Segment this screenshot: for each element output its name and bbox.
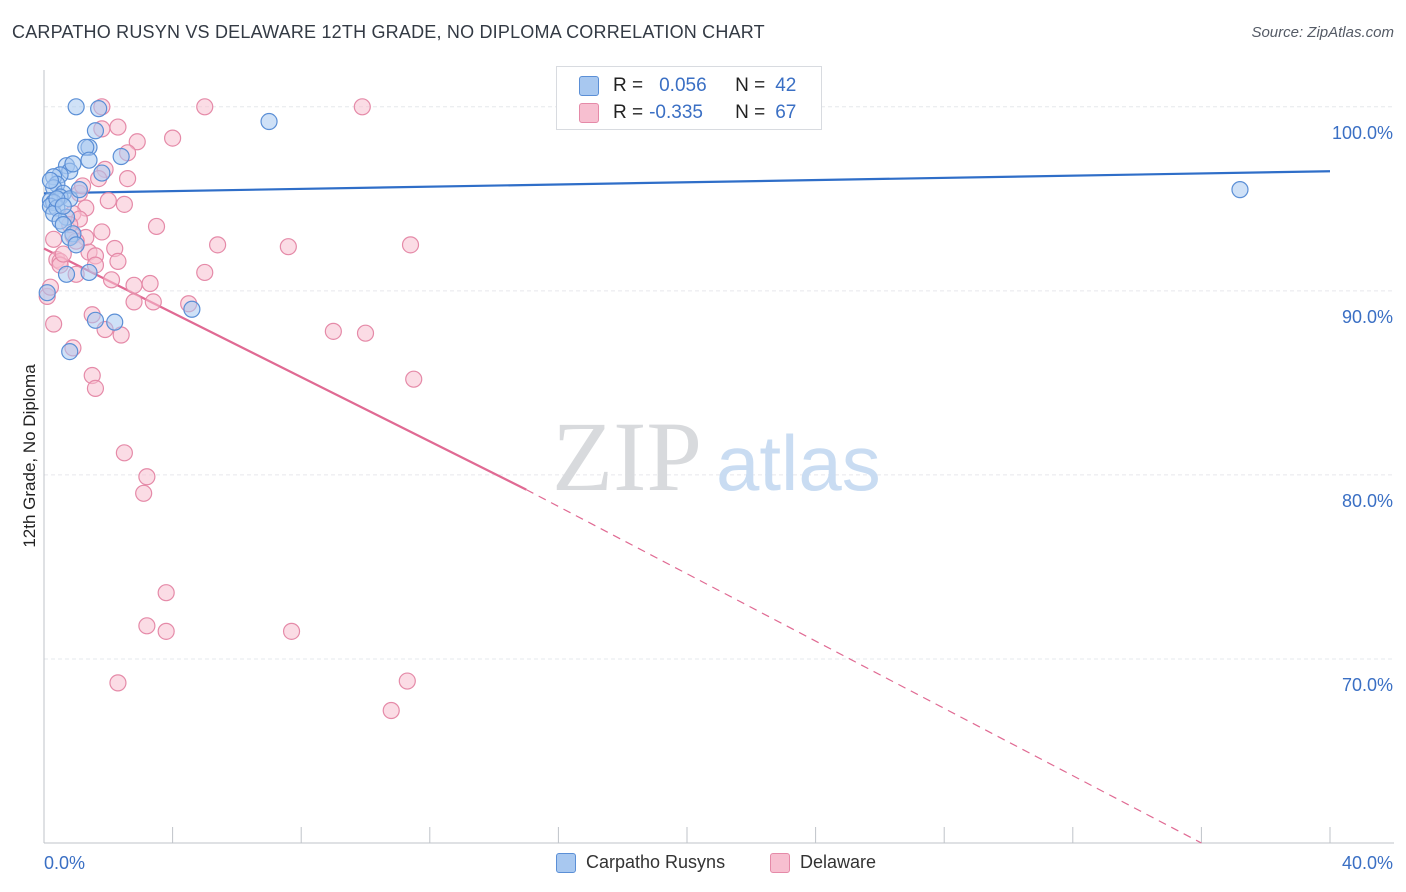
point-delaware [164, 129, 182, 147]
point-delaware [115, 195, 133, 213]
x-tick-label: 0.0% [44, 853, 85, 873]
point-carpatho [86, 311, 105, 329]
trend-line-delaware [43, 247, 527, 491]
point-delaware [125, 293, 143, 311]
point-carpatho [90, 100, 108, 118]
point-carpatho [260, 112, 278, 131]
point-delaware [54, 245, 72, 263]
legend-swatch-pink [579, 103, 599, 123]
trend-line-carpatho [43, 170, 1331, 195]
point-delaware [128, 133, 146, 151]
point-delaware [356, 324, 375, 342]
source-label: Source: ZipAtlas.com [1251, 24, 1394, 41]
point-delaware [86, 379, 105, 398]
point-delaware [209, 236, 227, 254]
point-carpatho [57, 265, 76, 283]
point-carpatho [64, 155, 82, 173]
legend-n-label: N = [735, 75, 766, 96]
watermark: ZIP atlas [552, 401, 881, 512]
legend-n-value: 67 [775, 102, 797, 123]
trend-lines [43, 170, 1331, 844]
legend-r-label: R = [613, 102, 644, 123]
point-delaware [135, 484, 153, 502]
point-delaware [144, 293, 162, 311]
legend-swatch-blue [579, 76, 599, 96]
point-carpatho [86, 122, 105, 140]
y-tick-label: 100.0% [1332, 123, 1393, 143]
point-delaware [45, 315, 63, 333]
point-delaware [196, 98, 214, 116]
y-tick-label: 80.0% [1342, 491, 1393, 511]
point-delaware [45, 230, 63, 248]
point-delaware [118, 169, 137, 188]
point-carpatho [70, 181, 88, 199]
point-delaware [382, 701, 400, 720]
point-delaware [125, 276, 143, 294]
point-delaware [398, 672, 416, 690]
legend-r-value: 0.056 [659, 75, 707, 96]
point-carpatho [80, 151, 98, 169]
point-delaware [147, 217, 166, 236]
y-tick-label: 90.0% [1342, 307, 1393, 327]
point-carpatho [61, 342, 79, 361]
trend-line-delaware-extension [525, 489, 1202, 844]
bottom-legend-delaware: Delaware [770, 852, 876, 873]
point-delaware [109, 674, 127, 692]
point-delaware [138, 468, 156, 486]
point-carpatho [54, 197, 72, 215]
point-carpatho [80, 263, 98, 282]
point-delaware [102, 271, 121, 289]
point-carpatho [67, 98, 85, 116]
point-delaware [282, 622, 301, 640]
x-tick-label: 40.0% [1342, 853, 1393, 873]
watermark-atlas: atlas [716, 419, 881, 507]
point-delaware [279, 238, 297, 256]
legend-row-delaware: R = -0.335 N = 67 [579, 101, 796, 125]
legend-r-label: R = [613, 75, 644, 96]
point-delaware [109, 252, 127, 271]
legend-r-value: -0.335 [649, 102, 703, 123]
watermark-zip: ZIP [552, 401, 702, 512]
point-carpatho [38, 284, 56, 302]
point-carpatho [41, 171, 60, 190]
point-delaware [157, 622, 175, 640]
point-delaware [405, 370, 423, 388]
legend-n-value: 42 [775, 75, 797, 96]
legend-row-carpatho: R = 0.056 N = 42 [579, 74, 796, 98]
bottom-legend-swatch-pink [770, 852, 790, 873]
point-delaware [99, 192, 117, 210]
point-delaware [324, 322, 342, 340]
point-carpatho [183, 300, 201, 318]
data-points [38, 98, 1249, 720]
bottom-legend-swatch-blue [556, 852, 576, 873]
correlation-legend: R = 0.056 N = 42 R = -0.335 N = 67 [556, 66, 822, 130]
legend-n-label: N = [735, 102, 766, 123]
chart-title: CARPATHO RUSYN VS DELAWARE 12TH GRADE, N… [12, 22, 765, 42]
y-tick-label: 70.0% [1342, 675, 1393, 695]
tick-labels: 70.0% 80.0% 90.0% 100.0% 0.0% 40.0% [44, 123, 1393, 873]
point-carpatho [1231, 181, 1249, 199]
bottom-legend-label: Delaware [800, 852, 877, 872]
point-carpatho [106, 313, 124, 331]
point-delaware [109, 118, 127, 136]
point-carpatho [112, 147, 130, 166]
point-carpatho [67, 236, 85, 254]
point-delaware [353, 98, 371, 116]
point-delaware [138, 617, 156, 635]
bottom-legend-carpatho: Carpatho Rusyns [556, 852, 725, 873]
point-delaware [93, 223, 111, 241]
point-delaware [157, 584, 175, 602]
bottom-legend-label: Carpatho Rusyns [586, 852, 726, 872]
point-delaware [141, 274, 159, 293]
point-delaware [196, 263, 214, 282]
point-delaware [401, 236, 420, 254]
point-carpatho [93, 164, 111, 182]
point-delaware [115, 444, 133, 462]
